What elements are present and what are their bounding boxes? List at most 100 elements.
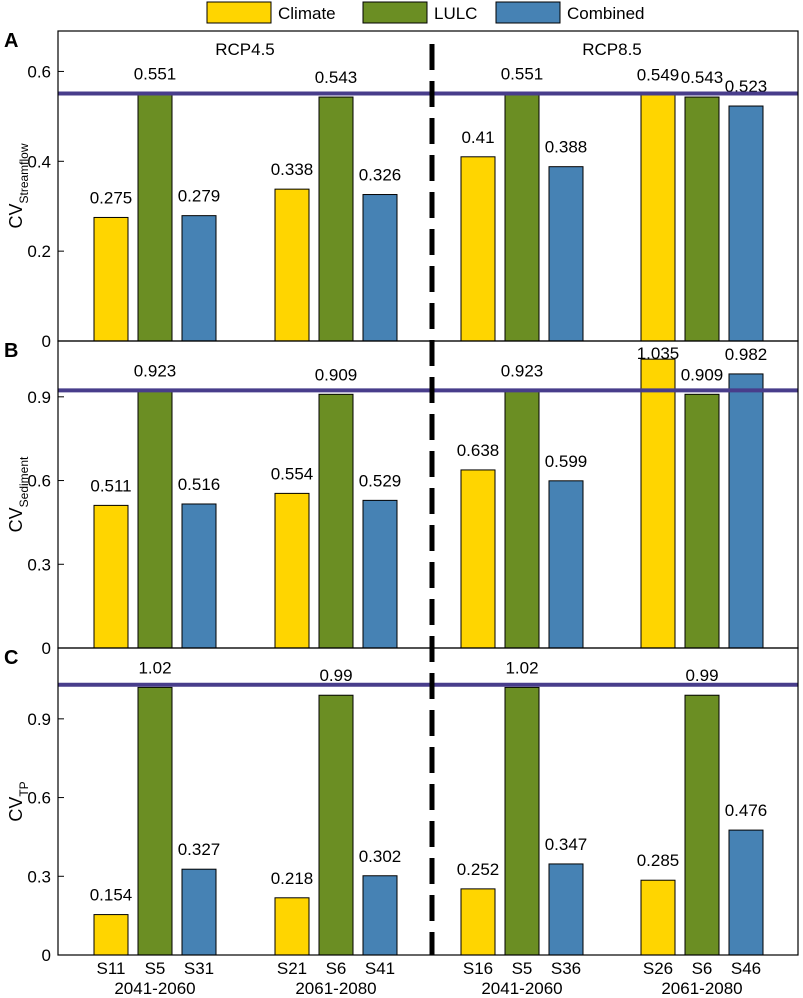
bar-lulc-b-0 xyxy=(137,389,173,649)
x-label-0-0: S11 xyxy=(97,959,126,978)
panel-c: 0.154 0.218 0.252 0.285 1.02 0.99 1.02 0.99 0.32… xyxy=(4,647,799,965)
data-label-combined-c-3: 0.476 xyxy=(725,801,768,820)
data-label-combined-c-2: 0.347 xyxy=(545,835,588,854)
bar-lulc-b-1 xyxy=(318,393,354,649)
data-label-climate-b-0: 0.511 xyxy=(90,476,131,495)
bar-combined-c-1 xyxy=(362,875,398,956)
data-label-climate-b-1: 0.554 xyxy=(271,464,314,483)
x-label-3-1: S6 xyxy=(692,959,713,978)
bar-climate-c-3 xyxy=(640,879,676,956)
data-label-combined-c-0: 0.327 xyxy=(178,840,221,859)
panel-letter-a: A xyxy=(4,30,18,52)
bar-lulc-a-3 xyxy=(684,96,720,342)
y-axis-label-c: CVTP xyxy=(6,781,31,821)
data-label-lulc-b-3: 0.909 xyxy=(681,365,724,384)
bar-climate-b-0 xyxy=(93,504,129,649)
x-label-0-2: S31 xyxy=(184,959,214,978)
data-label-climate-a-1: 0.338 xyxy=(271,160,314,179)
y-tick-label-b-0: 0 xyxy=(42,639,51,658)
bar-combined-b-3 xyxy=(728,373,764,649)
data-label-lulc-a-0: 0.551 xyxy=(134,64,177,83)
panel-frame-c xyxy=(57,647,799,956)
data-label-combined-b-2: 0.599 xyxy=(545,452,588,471)
data-label-lulc-c-0: 1.02 xyxy=(138,658,171,677)
x-label-2-2: S36 xyxy=(551,959,581,978)
bar-combined-b-0 xyxy=(181,503,217,649)
legend-label-combined: Combined xyxy=(567,4,645,23)
x-label-3-0: S26 xyxy=(643,959,673,978)
bar-lulc-b-2 xyxy=(504,389,540,649)
x-label-1-2: S41 xyxy=(365,959,395,978)
bar-climate-a-2 xyxy=(460,156,496,342)
bar-combined-c-2 xyxy=(548,863,584,956)
y-tick-label-b-2: 0.6 xyxy=(27,472,51,491)
data-label-climate-c-0: 0.154 xyxy=(90,886,133,905)
bar-lulc-c-0 xyxy=(137,686,173,956)
y-tick-label-c-0: 0 xyxy=(42,946,51,965)
bar-combined-a-0 xyxy=(181,215,217,342)
y-tick-label-a-3: 0.6 xyxy=(27,62,51,81)
data-label-lulc-b-0: 0.923 xyxy=(134,361,177,380)
bar-combined-a-3 xyxy=(728,105,764,342)
x-label-3-2: S46 xyxy=(731,959,761,978)
x-label-2-0: S16 xyxy=(463,959,493,978)
data-label-lulc-b-2: 0.923 xyxy=(501,361,544,380)
bar-climate-a-0 xyxy=(93,216,129,342)
data-label-climate-c-3: 0.285 xyxy=(637,851,680,870)
y-tick-label-c-1: 0.3 xyxy=(27,867,51,886)
data-label-climate-a-0: 0.275 xyxy=(90,188,133,207)
rcp-header-0: RCP4.5 xyxy=(215,40,275,59)
period-label-2: 2041-2060 xyxy=(481,979,562,998)
data-label-climate-a-3: 0.549 xyxy=(637,65,680,84)
bar-combined-c-3 xyxy=(728,829,764,956)
data-label-combined-b-0: 0.516 xyxy=(178,475,221,494)
bar-combined-b-1 xyxy=(362,499,398,649)
data-label-climate-b-2: 0.638 xyxy=(457,441,500,460)
y-axis-label-b: CVSediment xyxy=(6,456,31,532)
data-label-combined-b-3: 0.982 xyxy=(725,345,768,364)
bar-climate-c-2 xyxy=(460,888,496,956)
legend-label-climate: Climate xyxy=(278,4,336,23)
data-label-combined-a-1: 0.326 xyxy=(359,166,402,185)
legend-label-lulc: LULC xyxy=(434,4,477,23)
data-label-combined-a-0: 0.279 xyxy=(178,187,221,206)
data-label-combined-b-1: 0.529 xyxy=(359,471,402,490)
bar-climate-b-1 xyxy=(274,492,310,649)
panel-letter-b: B xyxy=(4,340,18,362)
bar-climate-a-3 xyxy=(640,93,676,342)
data-label-lulc-b-1: 0.909 xyxy=(315,365,358,384)
bar-lulc-b-3 xyxy=(684,393,720,649)
panel-b: 0.511 0.554 0.638 1.035 0.923 0.909 0.923 0.909… xyxy=(4,340,799,658)
data-label-lulc-a-2: 0.551 xyxy=(501,64,544,83)
bar-combined-c-0 xyxy=(181,868,217,956)
y-tick-label-b-1: 0.3 xyxy=(27,555,51,574)
bar-lulc-a-0 xyxy=(137,92,173,342)
data-label-climate-b-3: 1.035 xyxy=(637,344,680,363)
y-tick-label-c-2: 0.6 xyxy=(27,789,51,808)
y-tick-label-a-2: 0.4 xyxy=(27,152,51,171)
data-label-lulc-c-1: 0.99 xyxy=(319,666,352,685)
y-axis-label-a: CVStreamflow xyxy=(6,143,31,228)
y-tick-label-c-3: 0.9 xyxy=(27,710,51,729)
period-label-3: 2061-2080 xyxy=(661,979,742,998)
x-label-2-1: S5 xyxy=(512,959,533,978)
data-label-climate-a-2: 0.41 xyxy=(461,128,494,147)
x-label-0-1: S5 xyxy=(145,959,166,978)
x-label-1-1: S6 xyxy=(326,959,347,978)
y-tick-label-a-0: 0 xyxy=(42,332,51,351)
data-label-combined-c-1: 0.302 xyxy=(359,847,402,866)
data-label-climate-c-1: 0.218 xyxy=(271,869,314,888)
data-label-lulc-a-3: 0.543 xyxy=(681,68,724,87)
data-label-lulc-a-1: 0.543 xyxy=(315,68,358,87)
bar-climate-b-2 xyxy=(460,469,496,649)
bar-lulc-a-2 xyxy=(504,92,540,342)
data-label-lulc-c-2: 1.02 xyxy=(505,658,538,677)
data-label-climate-c-2: 0.252 xyxy=(457,860,500,879)
bar-lulc-a-1 xyxy=(318,96,354,342)
bar-lulc-c-2 xyxy=(504,686,540,956)
data-label-lulc-c-3: 0.99 xyxy=(685,666,718,685)
bar-combined-b-2 xyxy=(548,480,584,649)
x-label-1-0: S21 xyxy=(277,959,307,978)
bar-lulc-c-1 xyxy=(318,694,354,956)
